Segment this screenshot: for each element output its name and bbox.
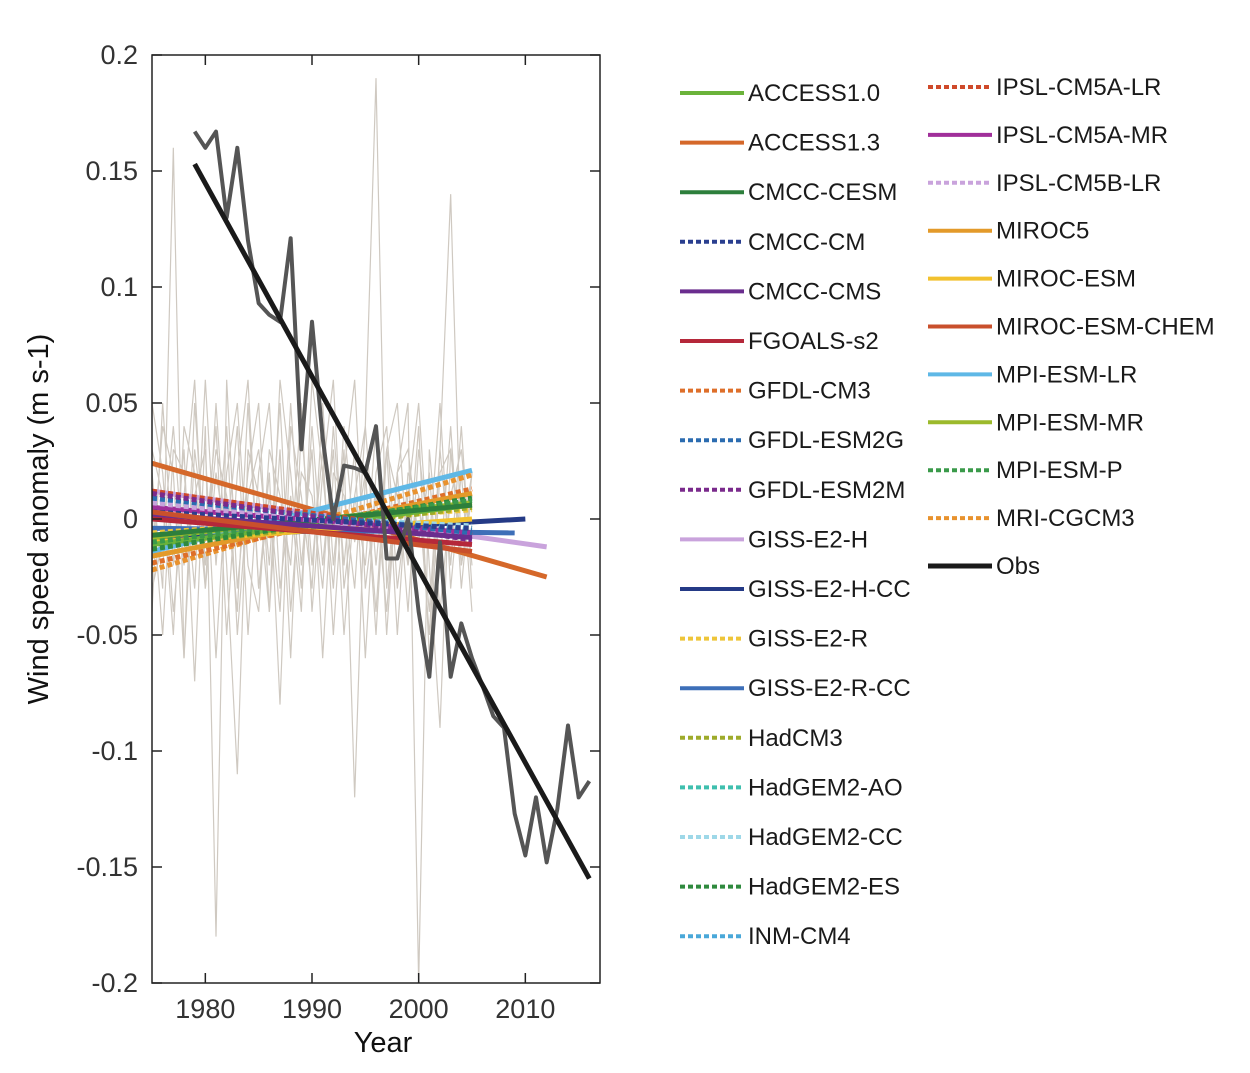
- legend-label: INM-CM4: [748, 923, 851, 950]
- legend-label: MIROC5: [996, 218, 1089, 245]
- legend-label: HadGEM2-CC: [748, 824, 903, 851]
- legend: ACCESS1.0 ACCESS1.3 CMCC-CESM CMCC-CM CMCC-C…: [680, 74, 1215, 950]
- legend-label: GFDL-CM3: [748, 378, 871, 405]
- model-run-line: [152, 402, 473, 798]
- legend-label: MRI-CGCM3: [996, 505, 1135, 532]
- trend-line-gfdl-esm2m: [152, 491, 473, 543]
- y-axis-title: Wind speed anomaly (m s-1): [23, 334, 55, 705]
- legend-label: MIROC-ESM: [996, 266, 1136, 293]
- model-trend-lines-group: [152, 460, 548, 580]
- legend-label: ACCESS1.3: [748, 130, 880, 157]
- model-run-line: [152, 379, 473, 983]
- axis-ticks-group: 0.2 0.15 0.1 0.05 0 -0.05 -0.1 -0.15 -0.2 1980 199…: [76, 40, 600, 1024]
- legend-label: IPSL-CM5A-LR: [996, 74, 1161, 101]
- y-tick-label: 0.1: [100, 272, 138, 302]
- y-tick-label: -0.15: [76, 852, 138, 882]
- x-tick-label: 1980: [175, 994, 235, 1024]
- y-tick-label: -0.1: [91, 736, 138, 766]
- legend-label: MPI-ESM-P: [996, 457, 1123, 484]
- legend-label: HadCM3: [748, 725, 843, 752]
- legend-label: Obs: [996, 553, 1040, 580]
- legend-label: GISS-E2-R: [748, 626, 868, 653]
- legend-label: HadGEM2-AO: [748, 774, 903, 801]
- model-run-line: [152, 379, 473, 728]
- obs-annual-line: [192, 129, 592, 865]
- legend-label: CMCC-CMS: [748, 278, 881, 305]
- x-tick-label: 2000: [389, 994, 449, 1024]
- legend-label: CMCC-CESM: [748, 179, 897, 206]
- legend-label: FGOALS-s2: [748, 328, 879, 355]
- x-tick-label: 2010: [495, 994, 555, 1024]
- legend-label: MPI-ESM-LR: [996, 361, 1137, 388]
- legend-label: HadGEM2-ES: [748, 874, 900, 901]
- y-tick-label: 0.2: [100, 40, 138, 70]
- observations-group: [192, 129, 592, 880]
- y-tick-label: 0.05: [85, 388, 138, 418]
- obs-trend-line: [192, 162, 592, 880]
- legend-label: GISS-E2-H: [748, 526, 868, 553]
- legend-label: MPI-ESM-MR: [996, 409, 1144, 436]
- legend-label: GISS-E2-H-CC: [748, 576, 911, 603]
- legend-label: IPSL-CM5A-MR: [996, 122, 1168, 149]
- trend-line-miroc-esm-chem: [152, 509, 473, 554]
- legend-label: CMCC-CM: [748, 229, 865, 256]
- model-run-line: [152, 78, 473, 775]
- legend-label: GFDL-ESM2M: [748, 477, 905, 504]
- y-tick-label: -0.2: [91, 968, 138, 998]
- legend-label: GISS-E2-R-CC: [748, 675, 911, 702]
- x-axis-title: Year: [354, 1027, 413, 1059]
- x-tick-label: 1990: [282, 994, 342, 1024]
- y-tick-label: -0.05: [76, 620, 138, 650]
- legend-label: IPSL-CM5B-LR: [996, 170, 1161, 197]
- y-tick-label: 0: [123, 504, 138, 534]
- y-tick-label: 0.15: [85, 156, 138, 186]
- trend-line-cmcc-cm: [152, 509, 473, 531]
- legend-label: ACCESS1.0: [748, 80, 880, 107]
- legend-label: MIROC-ESM-CHEM: [996, 314, 1215, 341]
- legend-label: GFDL-ESM2G: [748, 427, 904, 454]
